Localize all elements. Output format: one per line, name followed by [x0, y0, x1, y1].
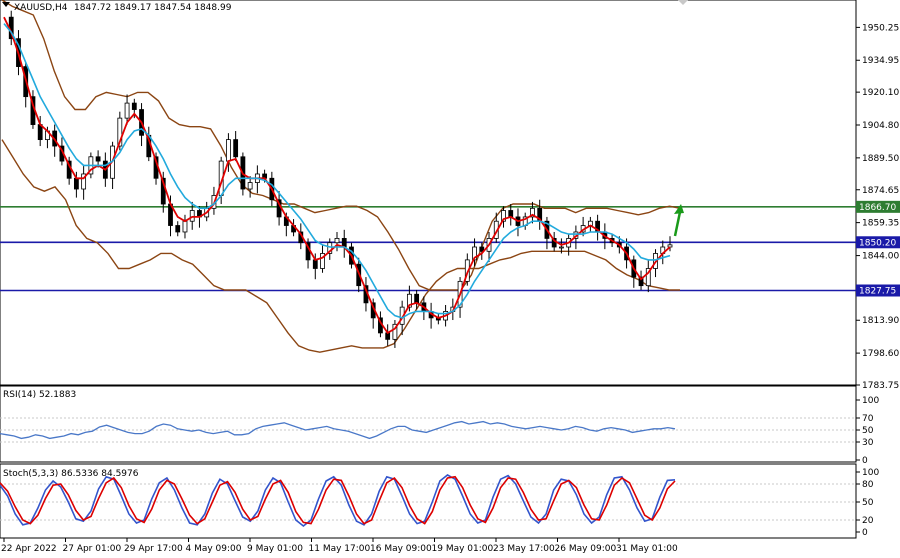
horizontal-levels: 1866.70 1850.20 1827.75: [0, 200, 900, 297]
candle-body[interactable]: [667, 244, 673, 248]
price-tick-label: 1813.90: [862, 316, 899, 326]
up-arrow-icon: [673, 204, 684, 237]
candle-body[interactable]: [334, 238, 340, 244]
moving-averages: [3, 16, 671, 335]
level-price-tag: [856, 236, 900, 249]
rsi-tick-label: 100: [862, 396, 879, 406]
candle-body[interactable]: [406, 293, 412, 308]
stoch-panel-frame: [0, 463, 857, 539]
bollinger-lower-line: [1, 139, 680, 353]
candle-body[interactable]: [233, 139, 239, 158]
x-axis-labels: 22 Apr 2022 27 Apr 01:00 29 Apr 17:00 4 May…: [1, 538, 678, 554]
x-tick-label: 4 May 09:00: [186, 544, 242, 554]
candle-body[interactable]: [638, 276, 644, 287]
bollinger-bands: [1, 0, 681, 353]
x-tick-label: 19 May 01:00: [432, 544, 494, 554]
candle-body[interactable]: [392, 323, 398, 340]
rsi-tick-label: 30: [862, 438, 874, 448]
x-tick-label: 23 May 17:00: [493, 544, 555, 554]
x-tick-label: 22 Apr 2022: [1, 544, 57, 554]
price-tick-label: 1920.10: [862, 88, 899, 98]
x-tick-label: 9 May 01:00: [247, 544, 303, 554]
candle-body[interactable]: [645, 268, 651, 287]
rsi-tick-label: 70: [862, 414, 874, 424]
grid-layer: [0, 417, 856, 521]
level-price-label: 1850.20: [859, 238, 896, 248]
x-tick-label: 29 Apr 17:00: [124, 544, 183, 554]
x-tick-label: 31 May 01:00: [616, 544, 678, 554]
stoch-signal-line: [0, 475, 676, 525]
candle-body[interactable]: [479, 246, 485, 252]
candle-body[interactable]: [73, 177, 79, 190]
header: XAUUSD,H4 1847.72 1849.17 1847.54 1848.9…: [2, 2, 232, 13]
candle-body[interactable]: [124, 102, 130, 119]
level-price-label: 1827.75: [859, 286, 896, 296]
candle-body[interactable]: [81, 173, 87, 190]
candle-body[interactable]: [175, 225, 181, 233]
rsi-title: RSI(14) 52.1883: [3, 390, 76, 400]
fast-ma-line: [3, 16, 671, 335]
ohlc-label: 1847.72 1849.17 1847.54 1848.99: [74, 3, 232, 13]
rsi-tick-label: 0: [862, 456, 868, 466]
stoch-tick-label: 100: [862, 468, 879, 478]
shift-marker-icon[interactable]: [678, 0, 688, 5]
stoch-title: Stoch(5,3,3) 86.5336 84.5976: [3, 469, 139, 479]
candle-body[interactable]: [95, 156, 101, 162]
candle-body[interactable]: [414, 293, 420, 304]
rsi-tick-label: 50: [862, 426, 874, 436]
rsi-series: [0, 420, 676, 440]
candle-body[interactable]: [247, 182, 253, 190]
candle-body[interactable]: [182, 220, 188, 233]
bollinger-upper-line: [1, 0, 681, 291]
candle-body[interactable]: [327, 242, 333, 254]
candle-body[interactable]: [530, 207, 535, 218]
price-tick-label: 1874.65: [862, 186, 899, 196]
price-tick-label: 1844.00: [862, 252, 899, 262]
candle-body[interactable]: [312, 259, 318, 269]
stoch-tick-label: 0: [862, 528, 868, 538]
candle-body[interactable]: [501, 210, 506, 222]
stoch-series: [0, 474, 676, 528]
level-price-tag: [856, 200, 900, 213]
level-price-tag: [856, 284, 900, 297]
candle-body[interactable]: [472, 246, 477, 261]
stoch-tick-label: 80: [862, 480, 874, 490]
stoch-tick-label: 50: [862, 498, 874, 508]
candle-body[interactable]: [559, 246, 564, 249]
x-tick-label: 27 Apr 01:00: [63, 544, 122, 554]
y-axis-labels: 1950.25 1934.95 1920.10 1904.80 1889.50 1874.…: [856, 23, 899, 538]
candle-body[interactable]: [189, 210, 195, 222]
candle-body[interactable]: [117, 117, 123, 147]
candle-body[interactable]: [320, 253, 325, 269]
x-tick-label: 26 May 09:00: [555, 544, 617, 554]
rsi-line: [0, 420, 676, 440]
collapse-triangle-icon[interactable]: [2, 2, 10, 7]
rsi-panel-frame: [0, 385, 857, 463]
symbol-label: XAUUSD,H4: [14, 3, 68, 13]
candle-body[interactable]: [131, 102, 137, 110]
price-tick-label: 1798.60: [862, 349, 899, 359]
x-tick-label: 11 May 17:00: [309, 544, 371, 554]
x-tick-label: 16 May 09:00: [370, 544, 432, 554]
price-tick-label: 1859.35: [862, 219, 899, 229]
slow-ma-line: [3, 23, 671, 319]
price-tick-label: 1783.75: [862, 381, 899, 391]
price-tick-label: 1950.25: [862, 23, 899, 33]
level-price-label: 1866.70: [859, 203, 896, 213]
price-tick-label: 1889.50: [862, 154, 899, 164]
price-panel-frame: [0, 0, 857, 386]
stoch-tick-label: 20: [862, 516, 874, 526]
candle-body[interactable]: [226, 139, 231, 162]
price-tick-label: 1934.95: [862, 56, 899, 66]
price-tick-label: 1904.80: [862, 121, 899, 131]
